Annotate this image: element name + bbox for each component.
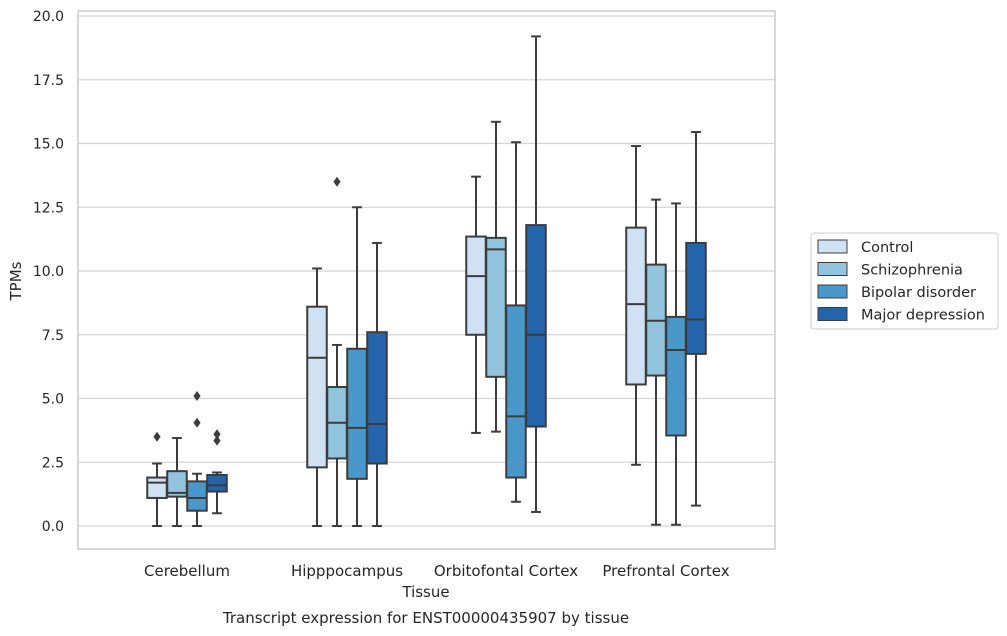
box-3-3: [685, 131, 707, 507]
box: [206, 474, 228, 493]
y-tick-label: 20.0: [33, 9, 64, 25]
box-2-0: [186, 390, 208, 527]
box: [146, 476, 168, 499]
legend-label: Bipolar disorder: [861, 285, 976, 301]
legend: Control Schizophrenia Bipolar disorder Majo…: [810, 232, 999, 330]
box: [346, 347, 368, 480]
box: [306, 305, 328, 469]
y-tick-label: 17.5: [33, 73, 64, 89]
y-tick-label: 0.0: [42, 519, 64, 535]
box-3-0: [206, 429, 228, 515]
y-tick-label: 15.0: [33, 137, 64, 153]
outlier-point: [153, 431, 161, 442]
box-0-1: [306, 267, 328, 527]
box-2-2: [505, 141, 527, 503]
box: [186, 480, 208, 512]
legend-swatch: [817, 307, 848, 321]
outlier-point: [333, 176, 341, 187]
legend-swatch: [817, 262, 848, 276]
y-axis-label: TPMs: [7, 261, 25, 301]
box-1-0: [166, 437, 188, 527]
box-series: [146, 35, 707, 527]
plot-frame: [77, 10, 776, 550]
box-1-2: [485, 120, 507, 433]
box-2-1: [346, 206, 368, 527]
outlier-point: [193, 390, 201, 401]
y-tick-label: 2.5: [42, 455, 64, 471]
y-gridlines: [78, 15, 775, 527]
x-tick-label: Cerebellum: [144, 562, 230, 580]
box-1-3: [645, 198, 667, 526]
box-3-1: [366, 241, 388, 527]
box: [685, 241, 707, 355]
x-axis-label: Tissue: [401, 583, 449, 601]
legend-label: Control: [861, 240, 913, 256]
box: [366, 331, 388, 465]
box: [465, 235, 487, 336]
box-3-2: [525, 35, 547, 513]
box-0-2: [465, 175, 487, 434]
legend-swatch: [817, 239, 848, 254]
box: [505, 304, 527, 479]
outlier-point: [213, 429, 221, 440]
y-tick-label: 7.5: [42, 328, 64, 344]
y-tick-labels: 0.0 2.5 5.0 7.5 10.0 12.5 15.0 17.5 20.0: [33, 9, 64, 535]
box: [665, 315, 687, 437]
legend-label: Schizophrenia: [861, 263, 963, 279]
legend-frame: [810, 232, 999, 330]
box: [485, 236, 507, 378]
legend-label: Major depression: [861, 308, 985, 324]
chart-title: Transcript expression for ENST0000043590…: [222, 609, 629, 627]
legend-swatch: [817, 284, 848, 299]
box: [625, 226, 647, 386]
y-tick-label: 12.5: [33, 200, 64, 216]
x-tick-labels: Cerebellum Hipppocampus Orbitofontal Corte…: [144, 562, 730, 580]
box-0-3: [625, 145, 647, 466]
outlier-point: [193, 417, 201, 428]
y-tick-label: 10.0: [33, 264, 64, 280]
x-tick-label: Prefrontal Cortex: [602, 562, 729, 580]
box-2-3: [665, 202, 687, 526]
box: [525, 224, 547, 428]
box-0-0: [146, 431, 168, 527]
y-tick-label: 5.0: [42, 392, 64, 408]
box-1-1: [326, 176, 348, 527]
x-tick-label: Orbitofontal Cortex: [434, 562, 578, 580]
x-tick-label: Hipppocampus: [291, 562, 403, 580]
outlier-point: [213, 435, 221, 446]
